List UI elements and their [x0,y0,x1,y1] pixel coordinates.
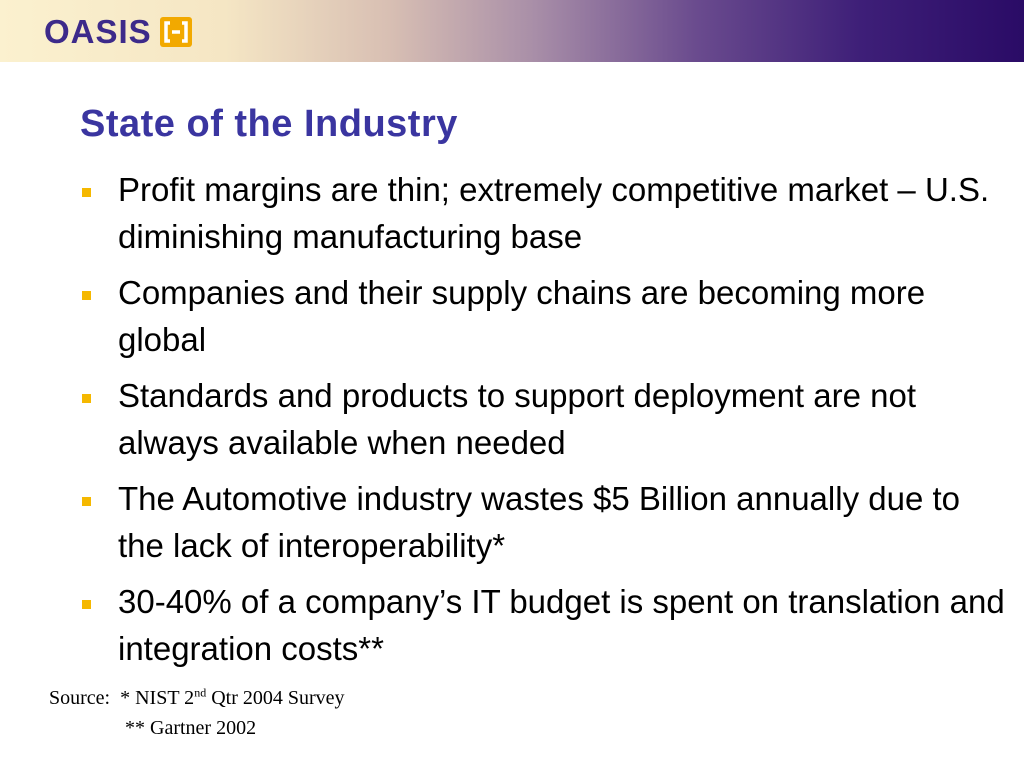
bullet-item: Profit margins are thin; extremely compe… [80,166,1015,260]
source-note: Source: * NIST 2nd Qtr 2004 Survey ** Ga… [49,683,549,743]
source-line-1: Source: * NIST 2nd Qtr 2004 Survey [49,683,549,713]
bullet-item: The Automotive industry wastes $5 Billio… [80,475,1015,569]
bullet-text: Standards and products to support deploy… [118,377,917,461]
source-ref-sup: nd [194,685,207,700]
bullet-item: Standards and products to support deploy… [80,372,1015,466]
bullet-item: 30-40% of a company’s IT budget is spent… [80,578,1015,672]
square-bullet-icon [82,291,91,300]
square-bullet-icon [82,188,91,197]
logo-text: OASIS [44,13,152,50]
source-ref-prefix: * NIST 2 [120,687,195,709]
bullet-item: Companies and their supply chains are be… [80,269,1015,363]
source-ref-suffix: Qtr 2004 Survey [206,687,345,709]
oasis-bracket-logo-icon [159,17,192,47]
bullet-text: Profit margins are thin; extremely compe… [118,171,990,255]
oasis-logo: OASIS [44,12,194,52]
square-bullet-icon [82,497,91,506]
slide-title: State of the Industry [80,103,458,145]
square-bullet-icon [82,394,91,403]
source-label: Source: [49,687,111,709]
bullet-text: 30-40% of a company’s IT budget is spent… [118,583,1005,667]
bullet-text: The Automotive industry wastes $5 Billio… [118,480,960,564]
bullet-list: Profit margins are thin; extremely compe… [80,166,1015,681]
bullet-text: Companies and their supply chains are be… [118,274,926,358]
square-bullet-icon [82,600,91,609]
source-line-2: ** Gartner 2002 [125,717,257,739]
